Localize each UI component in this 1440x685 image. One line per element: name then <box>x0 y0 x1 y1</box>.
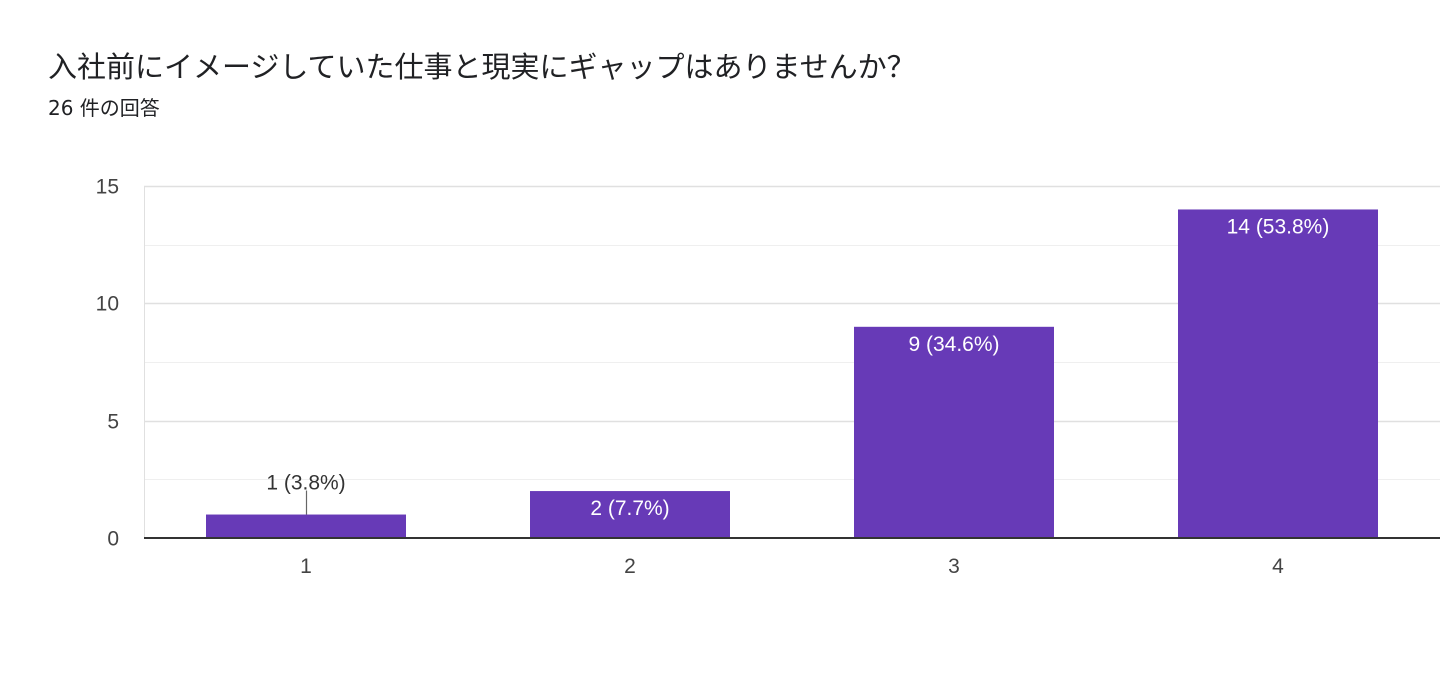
x-tick-label: 2 <box>624 555 636 578</box>
bar-1 <box>206 514 406 538</box>
chart-header: 入社前にイメージしていた仕事と現実にギャップはありませんか？ 26 件の回答 <box>48 46 916 122</box>
data-label: 2 (7.7%) <box>590 497 669 520</box>
bars <box>206 209 1378 538</box>
y-tick-label: 10 <box>96 293 119 316</box>
bar-3 <box>854 326 1054 538</box>
bar-4 <box>1178 209 1378 538</box>
y-tick-label: 5 <box>107 411 119 434</box>
x-tick-label: 1 <box>300 555 312 578</box>
x-tick-label: 4 <box>1272 555 1284 578</box>
chart-title: 入社前にイメージしていた仕事と現実にギャップはありませんか？ <box>48 50 916 84</box>
response-count: 26 件の回答 <box>48 96 160 120</box>
y-tick-label: 0 <box>107 528 119 551</box>
y-tick-label: 15 <box>96 176 119 199</box>
bar-2 <box>530 491 730 538</box>
data-label: 1 (3.8%) <box>266 472 345 495</box>
data-label: 14 (53.8%) <box>1227 215 1330 238</box>
x-tick-label: 3 <box>948 555 960 578</box>
labels: 0 5 10 15 1 1 (3.8%) 2 2 (7.7%) 3 9 (34.6%) 4 14 (5… <box>96 176 1330 579</box>
data-label: 9 (34.6%) <box>908 333 999 356</box>
